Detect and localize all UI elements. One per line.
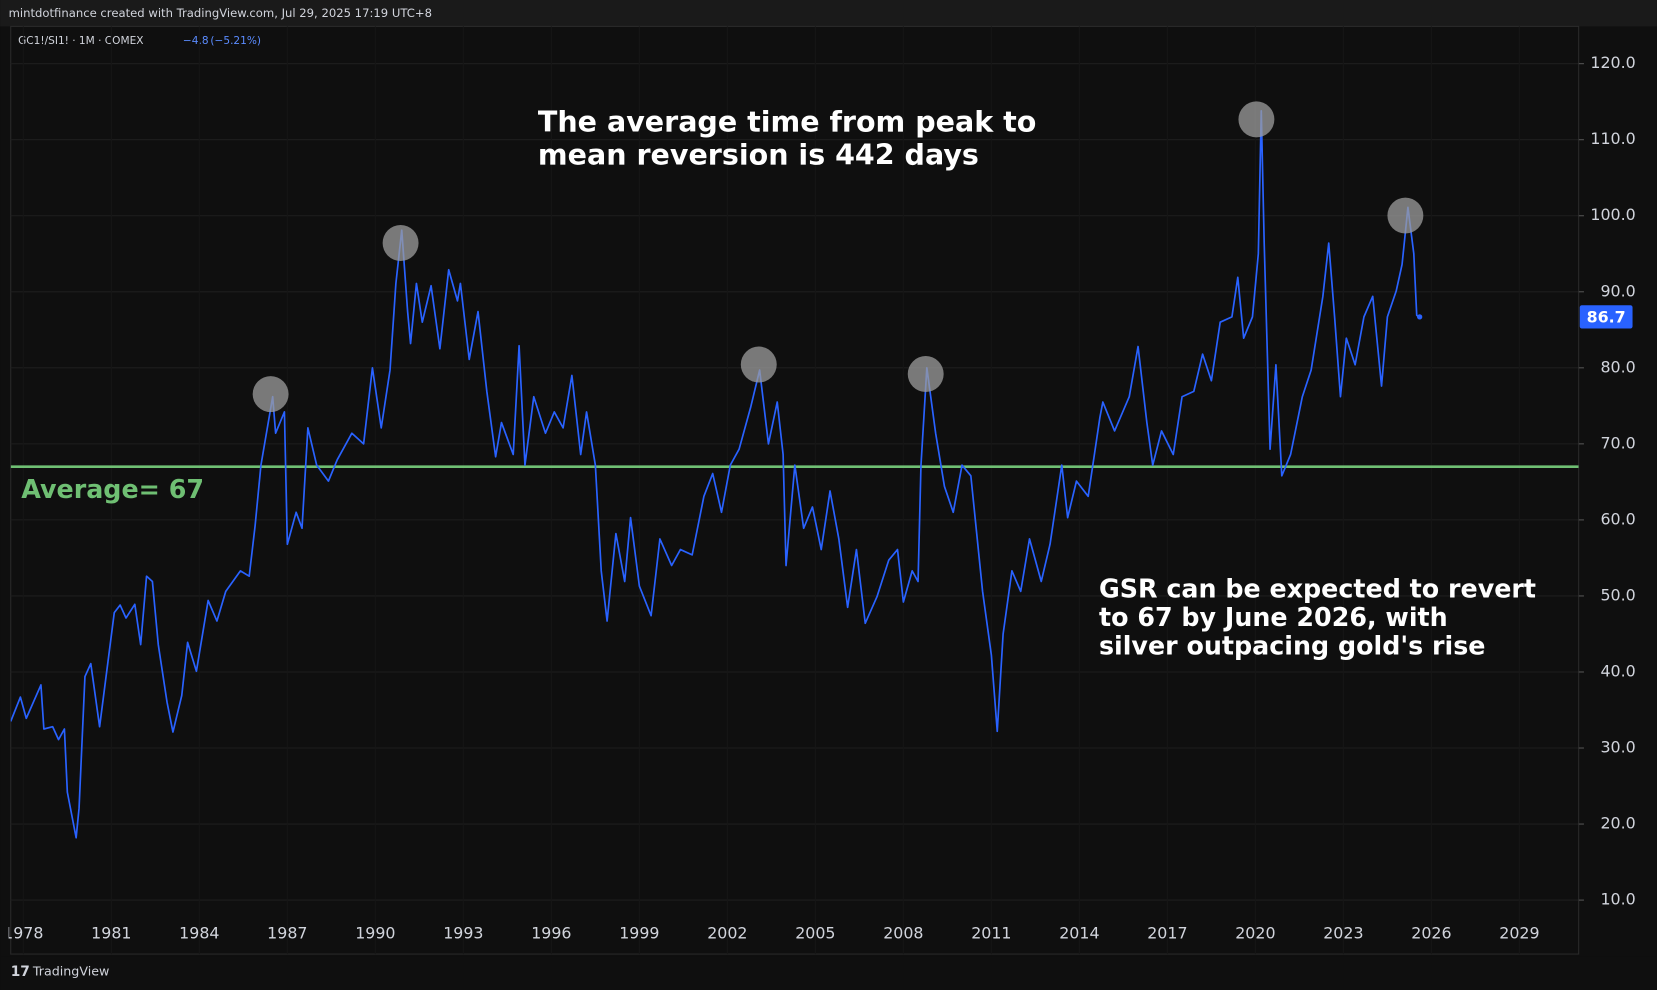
x-tick-label: 2011	[971, 924, 1011, 943]
peak-markers	[252, 101, 1424, 413]
y-tick-label: 10.0	[1600, 890, 1635, 909]
x-tick-label: 1999	[619, 924, 659, 943]
peak-marker	[740, 346, 777, 383]
plot-area	[10, 25, 1580, 955]
y-tick-label: 20.0	[1600, 814, 1635, 833]
last-point	[1417, 314, 1423, 320]
y-tick-label: 90.0	[1600, 281, 1635, 300]
annotation: The average time from peak to	[538, 106, 1036, 139]
logo: 𝟭𝟳	[11, 964, 30, 980]
x-tick-label: 2008	[883, 924, 923, 943]
annotation: GSR can be expected to revert	[1099, 574, 1536, 604]
y-tick-label: 50.0	[1600, 585, 1635, 604]
x-tick-label: 2002	[707, 924, 747, 943]
x-tick-label: 2014	[1059, 924, 1099, 943]
y-tick-label: 70.0	[1600, 433, 1635, 452]
bottom-bar	[0, 956, 1657, 990]
top-bar	[0, 0, 1657, 27]
x-axis: 1978 1981 1984 1987 1990 1993 1996 1999 2002 2005…	[3, 924, 1540, 943]
y-tick-label: 30.0	[1600, 738, 1635, 757]
y-axis: 10.0 20.0 30.0 40.0 50.0 60.0 70.0 80.0 90.0 100.…	[1578, 53, 1636, 909]
x-tick-label: 2020	[1235, 924, 1275, 943]
x-tick-label: 1996	[531, 924, 571, 943]
plot	[10, 109, 1579, 839]
x-tick-label: 2005	[795, 924, 835, 943]
legend-symbol: GC1!/SI1! · 1M · COMEX	[18, 35, 143, 47]
legend-change-percent: (−5.21%)	[210, 35, 261, 47]
series-line	[10, 109, 1421, 839]
x-tick-label: 2017	[1147, 924, 1187, 943]
y-tick-label: 80.0	[1600, 357, 1635, 376]
y-tick-label: 120.0	[1590, 53, 1635, 72]
x-tick-label: 1981	[91, 924, 131, 943]
legend-change: −4.8	[183, 35, 209, 47]
average-label: Average= 67	[21, 474, 204, 504]
footer-brand: TradingView	[32, 964, 109, 979]
x-tick-label: 2029	[1499, 924, 1539, 943]
y-tick-label: 100.0	[1590, 205, 1635, 224]
x-tick-label: 2026	[1411, 924, 1451, 943]
x-tick-label: 1993	[443, 924, 483, 943]
x-tick-label: 2023	[1323, 924, 1363, 943]
peak-marker	[252, 376, 289, 413]
last-price-label: 86.7	[1587, 307, 1626, 326]
x-tick-label: 1984	[179, 924, 219, 943]
last-price-tag	[1579, 305, 1633, 329]
grid	[10, 26, 1579, 955]
x-tick-label: 1990	[355, 924, 395, 943]
peak-marker	[1387, 197, 1424, 234]
annotation: silver outpacing gold's rise	[1099, 631, 1486, 661]
peak-marker	[382, 225, 419, 261]
y-tick-label: 110.0	[1590, 129, 1635, 148]
x-tick-label: 1987	[267, 924, 307, 943]
annotation: mean reversion is 442 days	[538, 138, 979, 171]
peak-marker	[907, 356, 944, 392]
annotation: to 67 by June 2026, with	[1099, 602, 1448, 632]
y-tick-label: 60.0	[1600, 509, 1635, 528]
header-title: mintdotfinance created with TradingView.…	[9, 6, 432, 20]
peak-marker	[1238, 101, 1275, 138]
x-tick-label: 1978	[3, 924, 43, 943]
y-tick-label: 40.0	[1600, 661, 1635, 680]
